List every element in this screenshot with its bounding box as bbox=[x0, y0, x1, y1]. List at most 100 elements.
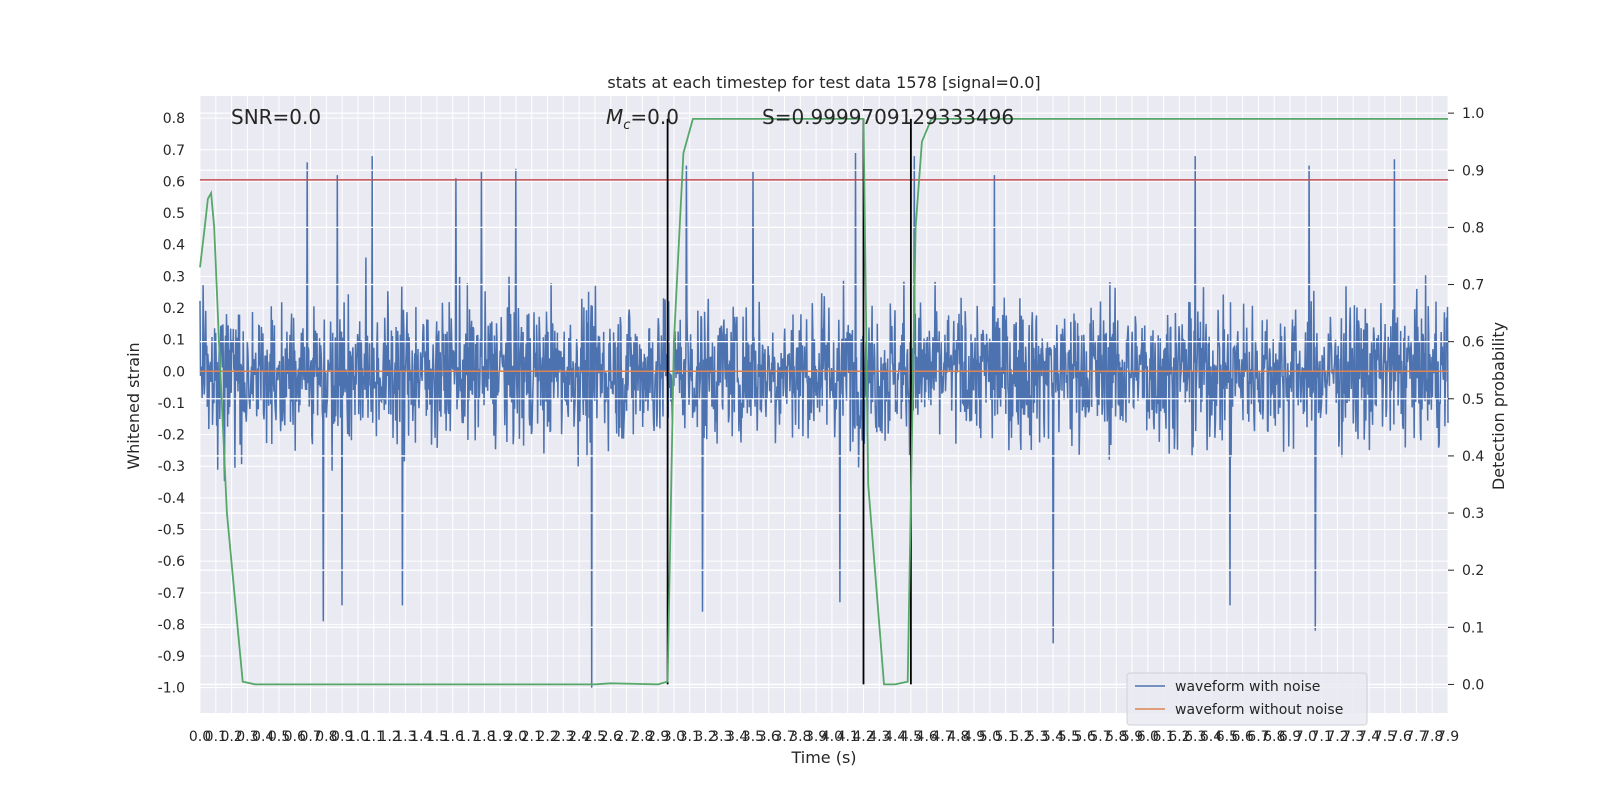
x-tick-label: 2.2 bbox=[536, 729, 558, 745]
annotation-s: S=0.9999709129333496 bbox=[762, 105, 1014, 129]
x-tick-label: 0.7 bbox=[299, 729, 321, 745]
annotation-mc-symbol: M bbox=[606, 105, 623, 129]
y-right-tick-label: 0.1 bbox=[1462, 620, 1484, 636]
x-tick-label: 1.1 bbox=[363, 729, 385, 745]
x-tick-label: 5.4 bbox=[1042, 729, 1064, 745]
x-tick-label: 2.5 bbox=[584, 729, 606, 745]
y-right-tick-label: 0.2 bbox=[1462, 563, 1484, 579]
y-left-tick-label: 0.3 bbox=[163, 269, 185, 285]
y-left-tick-label: -0.4 bbox=[158, 491, 185, 507]
y-right-tick-label: 0.3 bbox=[1462, 506, 1484, 522]
y-right-tick-label: 0.4 bbox=[1462, 449, 1484, 465]
x-tick-label: 1.9 bbox=[489, 729, 511, 745]
y-left-tick-label: 0.7 bbox=[163, 143, 185, 159]
x-tick-label: 5.8 bbox=[1105, 729, 1127, 745]
x-tick-label: 1.5 bbox=[426, 729, 448, 745]
detection-probability-line bbox=[199, 118, 1448, 686]
series-waveform-with-noise bbox=[199, 152, 1449, 688]
legend-entry-waveform-with-noise: waveform with noise bbox=[1175, 679, 1320, 695]
x-tick-label: 0.3 bbox=[236, 729, 258, 745]
annotation-mc: Mc=0.0 bbox=[606, 105, 679, 133]
x-tick-label: 5.2 bbox=[1010, 729, 1032, 745]
y-left-tick-label: 0.1 bbox=[163, 333, 185, 349]
x-tick-label: 0.8 bbox=[315, 729, 337, 745]
legend: waveform with noise waveform without noi… bbox=[1126, 672, 1368, 726]
x-tick-label: 7.1 bbox=[1310, 729, 1332, 745]
y-axis-label-right: Detection probability bbox=[1489, 322, 1508, 490]
y-right-tick-label: 0.8 bbox=[1462, 220, 1484, 236]
x-tick-label: 4.7 bbox=[931, 729, 953, 745]
x-tick-label: 0.9 bbox=[331, 729, 353, 745]
x-tick-label: 4.2 bbox=[852, 729, 874, 745]
y-left-tick-label: -0.7 bbox=[158, 586, 185, 602]
x-tick-label: 6.0 bbox=[1137, 729, 1159, 745]
x-axis-label: Time (s) bbox=[790, 748, 856, 767]
annotation-snr: SNR=0.0 bbox=[231, 105, 321, 129]
x-tick-label: 4.9 bbox=[963, 729, 985, 745]
x-tick-label: 1.7 bbox=[457, 729, 479, 745]
y-right-tick-label: 0.9 bbox=[1462, 163, 1484, 179]
y-left-tick-label: -0.6 bbox=[158, 554, 185, 570]
y-right-tick-label: 0.5 bbox=[1462, 392, 1484, 408]
x-tick-label: 1.4 bbox=[410, 729, 432, 745]
x-tick-label: 7.2 bbox=[1326, 729, 1348, 745]
x-tick-label: 2.4 bbox=[568, 729, 590, 745]
y-right-tick-label: 0.6 bbox=[1462, 335, 1484, 351]
y-right-tick-label: 1.0 bbox=[1462, 106, 1484, 122]
x-tick-label: 1.8 bbox=[473, 729, 495, 745]
x-tick-label: 2.9 bbox=[647, 729, 669, 745]
x-tick-label: 7.7 bbox=[1405, 729, 1427, 745]
x-tick-label: 3.7 bbox=[773, 729, 795, 745]
x-tick-label: 6.7 bbox=[1247, 729, 1269, 745]
line-layer bbox=[199, 112, 1448, 686]
x-tick-label: 7.5 bbox=[1374, 729, 1396, 745]
y-axis-label-left: Whitened strain bbox=[124, 342, 143, 469]
y-left-tick-label: -0.5 bbox=[158, 522, 185, 538]
x-tick-label: 4.5 bbox=[900, 729, 922, 745]
x-tick-label: 5.3 bbox=[1026, 729, 1048, 745]
x-tick-label: 1.2 bbox=[378, 729, 400, 745]
y-left-tick-label: 0.5 bbox=[163, 206, 185, 222]
y-left-tick-label: 0.0 bbox=[163, 364, 185, 380]
x-tick-label: 3.5 bbox=[742, 729, 764, 745]
y-right-tick-label: 0.7 bbox=[1462, 278, 1484, 294]
x-tick-label: 5.1 bbox=[995, 729, 1017, 745]
y-right-tick-label: 0.0 bbox=[1462, 677, 1484, 693]
y-left-tick-label: -0.1 bbox=[158, 396, 185, 412]
x-tick-label: 6.8 bbox=[1263, 729, 1285, 745]
x-tick-label: 2.7 bbox=[615, 729, 637, 745]
annotation-mc-subscript: c bbox=[623, 118, 630, 133]
x-tick-label: 1.3 bbox=[394, 729, 416, 745]
x-tick-label: 2.1 bbox=[521, 729, 543, 745]
x-tick-label: 4.1 bbox=[837, 729, 859, 745]
x-tick-label: 5.7 bbox=[1089, 729, 1111, 745]
x-tick-label: 7.8 bbox=[1421, 729, 1443, 745]
x-tick-label: 7.4 bbox=[1358, 729, 1380, 745]
x-tick-label: 7.3 bbox=[1342, 729, 1364, 745]
waveform-with-noise-line bbox=[199, 152, 1449, 688]
x-tick-label: 0.1 bbox=[205, 729, 227, 745]
y-left-tick-label: 0.4 bbox=[163, 238, 185, 254]
x-tick-label: 2.0 bbox=[505, 729, 527, 745]
x-tick-label: 0.5 bbox=[268, 729, 290, 745]
chart-title: stats at each timestep for test data 157… bbox=[607, 73, 1040, 92]
x-tick-label: 2.6 bbox=[600, 729, 622, 745]
x-tick-label: 3.1 bbox=[679, 729, 701, 745]
x-tick-label: 3.3 bbox=[710, 729, 732, 745]
x-tick-label: 5.5 bbox=[1058, 729, 1080, 745]
x-tick-label: 4.0 bbox=[821, 729, 843, 745]
x-tick-label: 3.0 bbox=[663, 729, 685, 745]
x-tick-label: 1.6 bbox=[442, 729, 464, 745]
x-tick-label: 0.0 bbox=[189, 729, 211, 745]
x-tick-label: 3.8 bbox=[789, 729, 811, 745]
x-tick-label: 6.6 bbox=[1232, 729, 1254, 745]
x-tick-label: 1.0 bbox=[347, 729, 369, 745]
x-tick-label: 3.2 bbox=[694, 729, 716, 745]
x-tick-label: 7.9 bbox=[1437, 729, 1459, 745]
x-tick-label: 5.0 bbox=[979, 729, 1001, 745]
x-tick-label: 7.6 bbox=[1389, 729, 1411, 745]
x-tick-label: 6.4 bbox=[1200, 729, 1222, 745]
annotation-mc-value: =0.0 bbox=[630, 105, 679, 129]
x-tick-label: 6.1 bbox=[1153, 729, 1175, 745]
